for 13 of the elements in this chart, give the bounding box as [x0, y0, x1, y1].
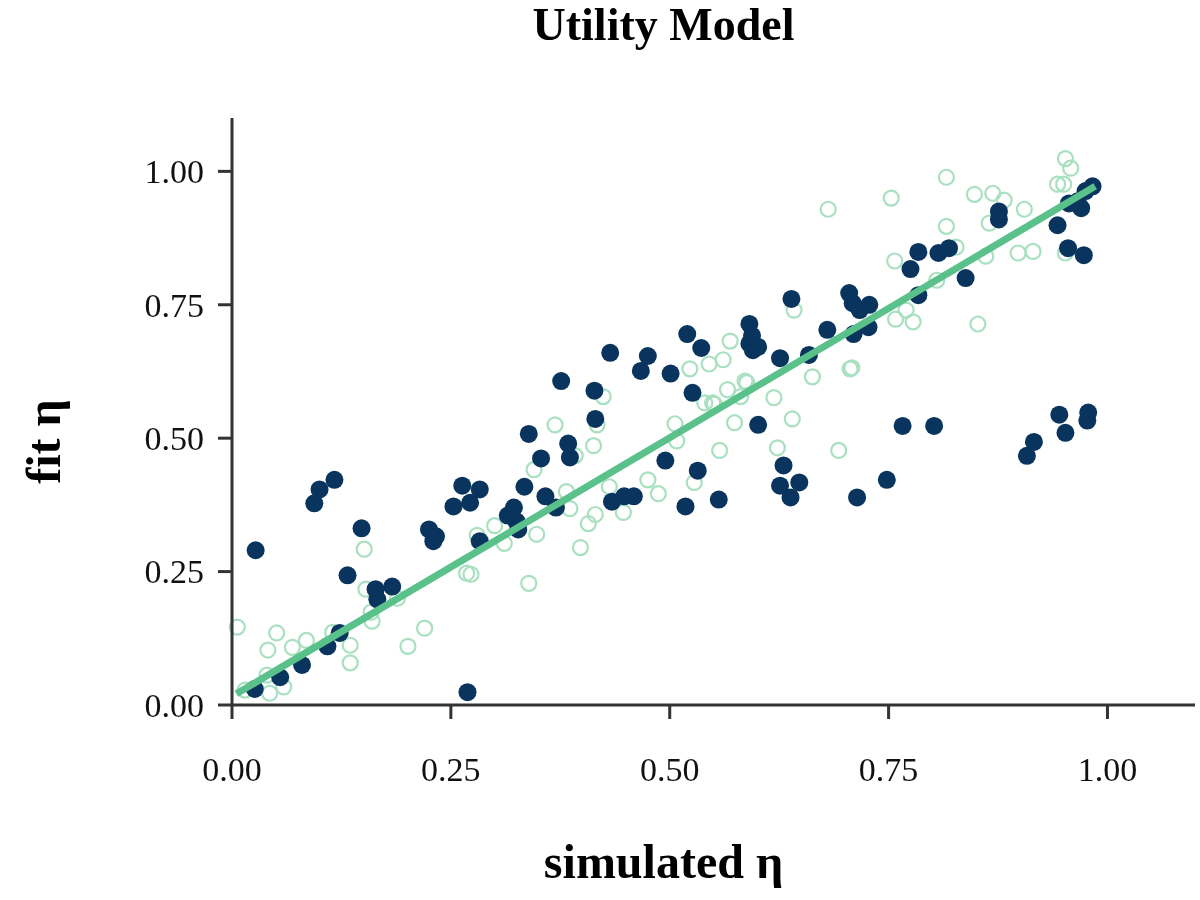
chart-title: Utility Model	[532, 0, 795, 50]
x-tick-label: 0.50	[639, 751, 700, 788]
y-tick-label: 0.25	[144, 553, 204, 591]
y-tick-label: 1.00	[144, 153, 204, 191]
x-tick-label: 0.00	[202, 751, 262, 788]
y-tick-label: 0.75	[144, 286, 204, 324]
y-axis-title: fit η	[17, 399, 70, 484]
x-tick-label: 0.25	[421, 751, 481, 788]
y-tick-label: 0.00	[144, 686, 204, 724]
y-tick-label: 0.50	[144, 420, 204, 458]
x-tick-label: 1.00	[1077, 751, 1138, 788]
x-axis-title: simulated η	[543, 835, 784, 888]
x-tick-label: 0.75	[858, 751, 919, 788]
